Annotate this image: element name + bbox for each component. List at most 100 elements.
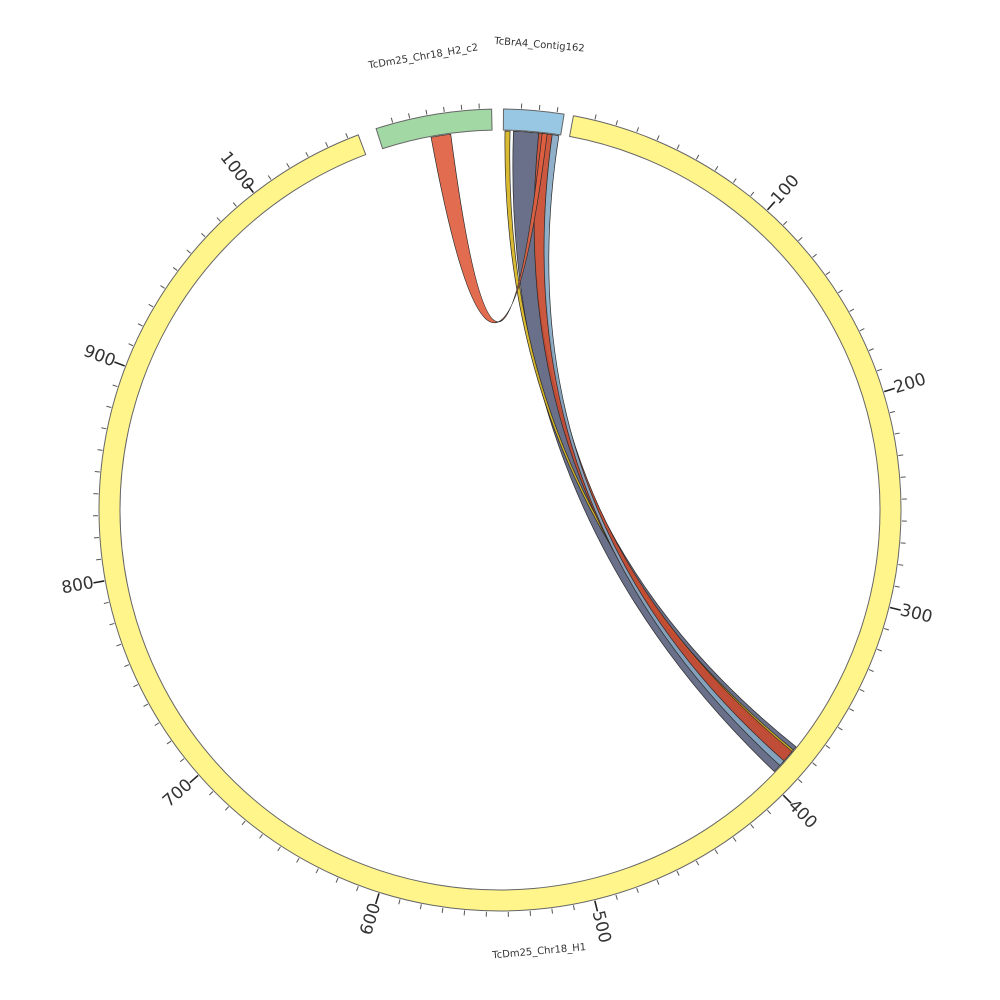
minor-tick — [883, 628, 890, 631]
minor-tick — [419, 904, 422, 910]
minor-tick — [106, 405, 112, 409]
minor-tick — [172, 267, 178, 271]
minor-tick — [837, 726, 843, 731]
minor-tick — [154, 722, 160, 726]
minor-tick — [390, 117, 394, 123]
major-tick — [93, 580, 105, 584]
minor-tick — [812, 253, 817, 258]
minor-tick — [315, 868, 319, 874]
major-tick — [114, 361, 125, 367]
minor-tick — [128, 343, 134, 347]
tick-label: 700 — [159, 775, 197, 811]
minor-tick — [356, 886, 359, 892]
minor-tick — [96, 558, 102, 561]
minor-tick — [259, 834, 263, 839]
minor-tick — [160, 285, 165, 289]
sequence-segments — [98, 108, 902, 912]
minor-tick — [101, 427, 107, 430]
minor-tick — [876, 648, 882, 652]
minor-tick — [732, 178, 737, 183]
minor-tick — [224, 806, 230, 811]
minor-tick — [232, 202, 237, 207]
minor-tick — [859, 688, 865, 693]
link-ribbon — [430, 132, 548, 324]
minor-tick — [556, 107, 559, 113]
minor-tick — [112, 384, 118, 388]
minor-tick — [825, 745, 831, 749]
major-tick — [189, 774, 199, 784]
major-tick — [883, 387, 895, 393]
minor-tick — [812, 762, 817, 767]
minor-tick — [868, 669, 874, 672]
minor-tick — [241, 820, 246, 826]
major-tick — [782, 794, 792, 804]
minor-tick — [615, 120, 618, 126]
minor-tick — [636, 127, 639, 133]
minor-tick — [750, 823, 755, 829]
minor-tick — [124, 664, 130, 668]
tick-label: 300 — [898, 600, 934, 627]
link-ribbons — [430, 130, 797, 773]
minor-tick — [572, 905, 575, 911]
minor-tick — [594, 114, 597, 120]
minor-tick — [277, 846, 281, 852]
minor-tick — [837, 289, 843, 294]
minor-tick — [849, 308, 855, 312]
minor-tick — [137, 323, 143, 327]
minor-tick — [898, 564, 904, 566]
minor-tick — [443, 106, 445, 112]
major-tick — [889, 606, 901, 611]
tick-label: 1000 — [216, 148, 258, 194]
minor-tick — [116, 643, 122, 647]
tick-label: 500 — [588, 909, 615, 945]
minor-tick — [798, 236, 803, 242]
minor-tick — [889, 410, 896, 414]
major-tick — [246, 183, 255, 194]
minor-tick — [849, 708, 855, 712]
minor-tick — [714, 849, 719, 855]
segment-h1 — [98, 115, 902, 912]
major-tick — [374, 893, 380, 905]
minor-tick — [103, 601, 109, 604]
minor-tick — [186, 249, 192, 254]
minor-tick — [97, 449, 103, 451]
tick-label: 200 — [892, 369, 929, 398]
sequence-label-contig: TcBrA4_Contig162 — [493, 36, 585, 55]
major-tick — [766, 201, 776, 211]
minor-tick — [398, 899, 401, 905]
tick-label: 600 — [356, 901, 385, 938]
minor-tick — [676, 144, 680, 150]
minor-tick — [732, 837, 737, 842]
minor-tick — [166, 740, 172, 745]
minor-tick — [179, 758, 185, 763]
minor-tick — [859, 328, 865, 332]
minor-tick — [148, 303, 154, 308]
minor-tick — [714, 165, 719, 171]
minor-tick — [216, 217, 221, 222]
minor-tick — [676, 870, 680, 876]
minor-tick — [305, 152, 309, 157]
minor-tick — [551, 908, 554, 914]
link-ribbon — [543, 134, 785, 767]
minor-tick — [898, 454, 904, 457]
minor-tick — [825, 271, 831, 276]
minor-tick — [201, 233, 206, 238]
minor-tick — [636, 887, 639, 893]
minor-tick — [345, 133, 349, 139]
minor-tick — [695, 154, 700, 160]
sequence-label-h2: TcDm25_Chr18_H2_c2 — [367, 42, 479, 72]
minor-tick — [408, 113, 411, 119]
link-ribbon — [504, 130, 794, 754]
minor-tick — [425, 109, 428, 115]
minor-tick — [868, 348, 874, 352]
tick-label: 900 — [81, 341, 118, 371]
minor-tick — [296, 857, 300, 863]
segment-ctg — [502, 108, 565, 136]
minor-tick — [656, 879, 660, 885]
minor-tick — [876, 368, 883, 372]
minor-tick — [615, 894, 618, 900]
minor-tick — [335, 877, 339, 883]
minor-tick — [209, 791, 214, 796]
minor-tick — [695, 860, 700, 866]
